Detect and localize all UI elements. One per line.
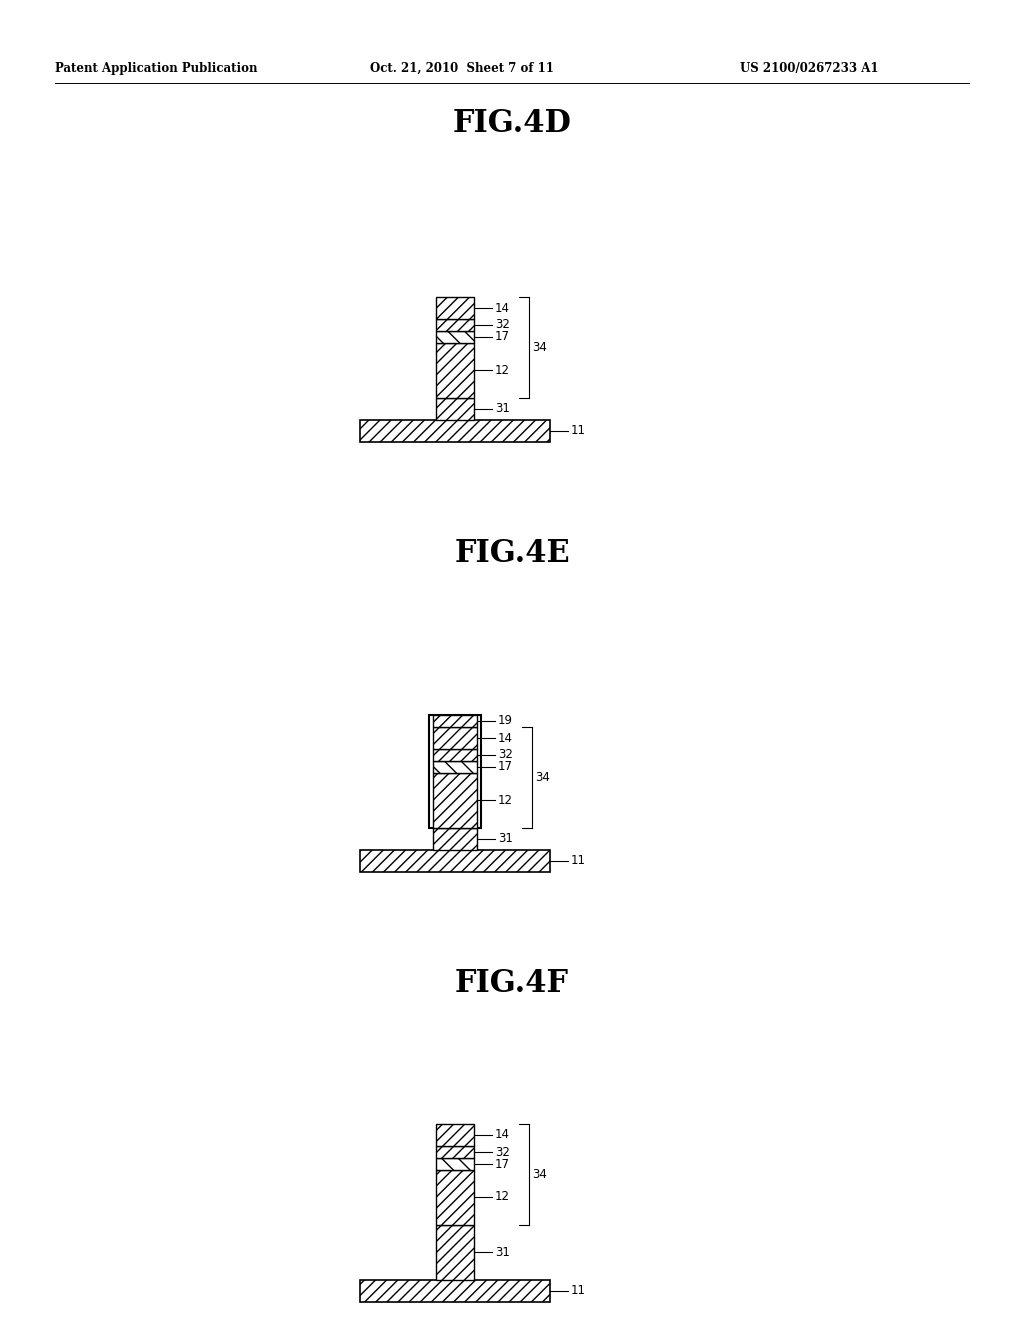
Bar bbox=[436, 343, 474, 399]
Bar bbox=[429, 715, 481, 828]
Bar bbox=[360, 420, 550, 442]
Text: 11: 11 bbox=[571, 854, 586, 867]
Bar bbox=[433, 774, 477, 828]
Text: 14: 14 bbox=[495, 301, 510, 314]
Bar bbox=[436, 1225, 474, 1280]
Text: 17: 17 bbox=[495, 330, 510, 343]
Text: 12: 12 bbox=[498, 793, 513, 807]
Text: Patent Application Publication: Patent Application Publication bbox=[55, 62, 257, 75]
Text: 17: 17 bbox=[495, 1158, 510, 1171]
Text: 14: 14 bbox=[498, 731, 513, 744]
Text: Oct. 21, 2010  Sheet 7 of 11: Oct. 21, 2010 Sheet 7 of 11 bbox=[370, 62, 554, 75]
Bar bbox=[436, 1146, 474, 1158]
Bar bbox=[433, 715, 477, 727]
Text: 31: 31 bbox=[495, 1246, 510, 1258]
Text: 11: 11 bbox=[571, 425, 586, 437]
Text: 12: 12 bbox=[495, 363, 510, 376]
Bar bbox=[436, 399, 474, 420]
Bar bbox=[436, 331, 474, 343]
Text: 19: 19 bbox=[498, 714, 513, 727]
Text: 34: 34 bbox=[532, 1168, 547, 1181]
Text: 12: 12 bbox=[495, 1191, 510, 1204]
Text: US 2100/0267233 A1: US 2100/0267233 A1 bbox=[740, 62, 879, 75]
Bar bbox=[433, 727, 477, 748]
Bar bbox=[436, 1158, 474, 1170]
Text: 14: 14 bbox=[495, 1129, 510, 1142]
Text: 11: 11 bbox=[571, 1284, 586, 1298]
Bar bbox=[433, 828, 477, 850]
Bar bbox=[360, 850, 550, 873]
Text: FIG.4D: FIG.4D bbox=[453, 108, 571, 139]
Text: FIG.4E: FIG.4E bbox=[454, 539, 570, 569]
Text: 31: 31 bbox=[498, 833, 513, 846]
Text: 32: 32 bbox=[498, 748, 513, 762]
Text: 17: 17 bbox=[498, 760, 513, 774]
Text: 34: 34 bbox=[532, 341, 547, 354]
Text: 32: 32 bbox=[495, 318, 510, 331]
Bar bbox=[433, 762, 477, 774]
Bar bbox=[436, 319, 474, 331]
Text: 32: 32 bbox=[495, 1146, 510, 1159]
Bar bbox=[436, 1125, 474, 1146]
Text: FIG.4F: FIG.4F bbox=[455, 968, 569, 999]
Text: 31: 31 bbox=[495, 403, 510, 416]
Bar bbox=[360, 1280, 550, 1302]
Bar bbox=[436, 297, 474, 319]
Bar bbox=[433, 748, 477, 762]
Text: 34: 34 bbox=[535, 771, 550, 784]
Bar bbox=[436, 1170, 474, 1225]
